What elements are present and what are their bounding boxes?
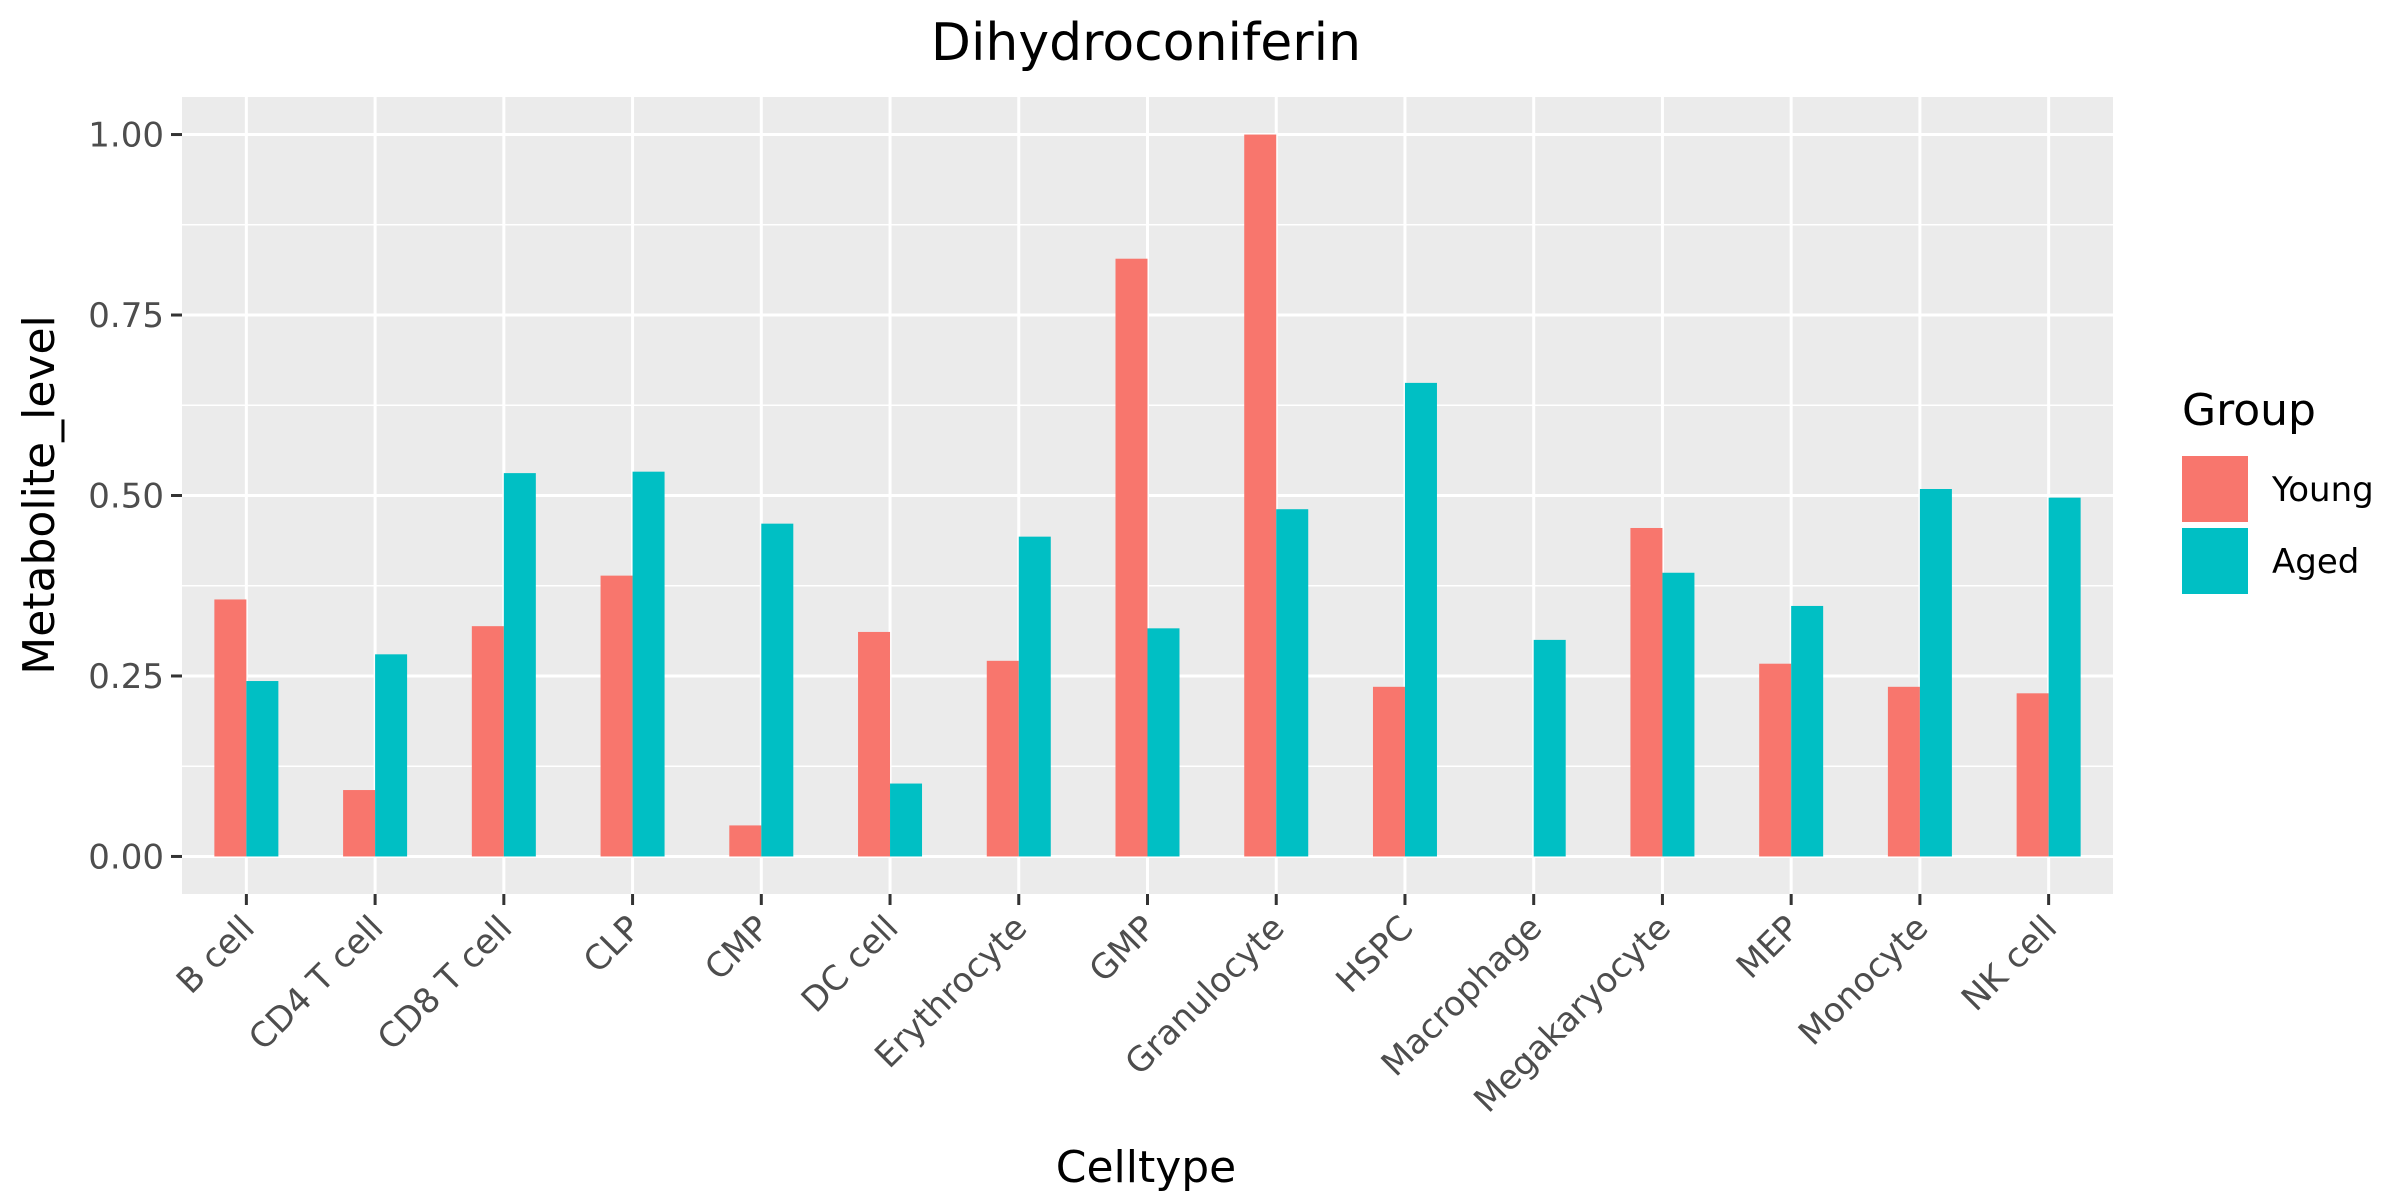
x-tick-label: DC cell	[794, 908, 907, 1021]
legend-title: Group	[2182, 385, 2316, 436]
x-tick-label: CMP	[697, 908, 777, 988]
x-axis-title: Celltype	[1056, 1142, 1237, 1193]
bar-aged	[1404, 382, 1437, 857]
bar-aged	[1662, 572, 1695, 857]
bar-aged	[1533, 639, 1566, 857]
x-tick-label: CD4 T cell	[241, 908, 391, 1058]
bar-young	[2016, 693, 2049, 857]
bar-young	[600, 575, 633, 857]
bar-aged	[890, 783, 923, 857]
y-tick-label: 0.50	[88, 477, 164, 517]
bar-young	[214, 599, 247, 857]
y-tick-label: 0.25	[88, 657, 164, 697]
bars	[214, 134, 2081, 857]
x-tick-label: NK cell	[1954, 908, 2065, 1019]
x-tick-label: HSPC	[1328, 908, 1421, 1001]
legend-label-aged: Aged	[2272, 542, 2359, 582]
bar-aged	[1147, 628, 1180, 857]
bar-young	[1244, 134, 1277, 857]
legend-key-aged	[2182, 528, 2248, 594]
bar-aged	[1276, 509, 1309, 857]
bar-aged	[761, 523, 794, 857]
legend: Group Young Aged	[2182, 385, 2374, 594]
bar-young	[1115, 258, 1148, 857]
legend-label-young: Young	[2271, 470, 2374, 510]
bar-aged	[1919, 489, 1952, 857]
y-tick-label: 0.00	[88, 837, 164, 877]
bar-young	[1630, 527, 1663, 857]
x-tick-label: MEP	[1729, 908, 1808, 987]
chart-title: Dihydroconiferin	[931, 13, 1361, 73]
x-tick-label: B cell	[169, 908, 263, 1002]
bar-young	[858, 631, 891, 857]
bar-aged	[2048, 497, 2081, 857]
bar-young	[343, 790, 376, 857]
y-axis-title: Metabolite_level	[14, 315, 65, 675]
bar-aged	[1791, 605, 1824, 857]
y-axis: 0.00 0.25 0.50 0.75 1.00	[88, 116, 182, 877]
bar-aged	[632, 471, 665, 857]
x-tick-label: CD8 T cell	[370, 908, 520, 1058]
y-tick-label: 1.00	[88, 116, 164, 156]
x-tick-label: GMP	[1082, 908, 1164, 990]
y-tick-label: 0.75	[88, 296, 164, 336]
bar-young	[1759, 663, 1792, 857]
x-tick-label: Monocyte	[1791, 908, 1936, 1053]
bar-aged	[1018, 536, 1051, 857]
bar-young	[1372, 686, 1405, 857]
bar-young	[1887, 686, 1920, 857]
bar-young	[471, 626, 504, 857]
bar-young	[986, 660, 1019, 857]
legend-key-young	[2182, 456, 2248, 522]
bar-aged	[503, 473, 536, 857]
bar-aged	[246, 681, 279, 857]
x-tick-label: CLP	[576, 908, 649, 981]
bar-aged	[375, 654, 408, 857]
bar-young	[729, 825, 762, 857]
